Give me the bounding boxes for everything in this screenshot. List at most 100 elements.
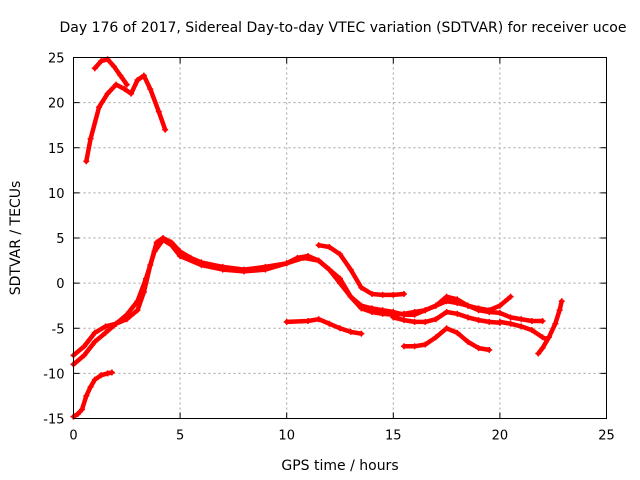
data-point <box>400 311 407 318</box>
data-point <box>326 244 333 251</box>
data-point <box>300 254 307 261</box>
y-tick-label: -10 <box>43 367 64 382</box>
series-layer <box>70 56 565 420</box>
data-point <box>518 323 525 330</box>
data-point <box>111 63 118 70</box>
data-point <box>558 298 565 305</box>
data-point <box>81 352 88 359</box>
data-point <box>347 266 354 273</box>
data-point <box>454 299 461 306</box>
data-point <box>486 307 493 314</box>
data-point <box>507 320 514 327</box>
x-tick-label: 25 <box>598 429 615 444</box>
data-point <box>486 318 493 325</box>
data-point <box>91 376 98 383</box>
x-tick-label: 5 <box>176 429 184 444</box>
data-point <box>87 135 94 142</box>
data-point <box>475 317 482 324</box>
label-layer: 0 5 10 15 20 25 -15 -10 -5 0 5 10 15 20 25 <box>43 52 615 444</box>
data-point <box>91 329 98 336</box>
data-point <box>443 298 450 305</box>
data-point <box>337 251 343 258</box>
data-point <box>241 268 248 275</box>
series-track-2 <box>92 57 130 87</box>
data-point <box>545 334 552 341</box>
data-point <box>552 320 559 327</box>
data-point <box>347 328 354 335</box>
tick-layer <box>73 57 607 419</box>
data-point <box>96 104 103 111</box>
data-point <box>134 77 141 84</box>
data-point <box>108 369 115 376</box>
data-point <box>83 158 90 165</box>
data-point <box>98 372 105 379</box>
data-point <box>168 242 175 249</box>
data-point <box>337 325 343 332</box>
data-point <box>507 293 514 300</box>
data-point <box>358 302 365 309</box>
data-point <box>83 392 90 399</box>
data-point <box>326 266 333 273</box>
data-point <box>443 309 450 316</box>
data-point <box>113 320 120 327</box>
data-point <box>475 305 482 312</box>
data-point <box>98 58 105 65</box>
data-point <box>337 280 343 287</box>
data-point <box>102 323 109 330</box>
data-point <box>151 248 158 255</box>
data-point <box>539 334 546 341</box>
data-point <box>496 318 503 325</box>
data-point <box>518 316 525 323</box>
data-point <box>464 314 471 321</box>
y-tick-label: 20 <box>48 97 65 112</box>
y-tick-label: 25 <box>48 52 65 67</box>
data-point <box>315 316 322 323</box>
data-point <box>104 370 111 377</box>
data-point <box>140 72 147 79</box>
x-axis-title: GPS time / hours <box>281 458 398 474</box>
data-point <box>134 307 141 314</box>
data-point <box>496 309 503 316</box>
x-tick-label: 20 <box>492 429 509 444</box>
series-track-9 <box>497 319 550 342</box>
data-point <box>117 72 124 79</box>
data-point <box>454 329 461 336</box>
data-point <box>91 65 98 72</box>
data-point <box>432 334 439 341</box>
data-point <box>368 305 375 312</box>
data-point <box>422 341 429 348</box>
data-point <box>454 310 461 317</box>
grid-layer <box>73 57 607 419</box>
data-point <box>422 307 429 314</box>
data-point <box>539 345 546 352</box>
data-point <box>379 291 386 298</box>
data-point <box>162 126 169 133</box>
data-point <box>464 302 471 309</box>
data-point <box>358 330 365 337</box>
data-point <box>87 383 94 390</box>
data-point <box>347 293 354 300</box>
x-tick-label: 0 <box>69 429 77 444</box>
data-point <box>315 257 322 264</box>
data-point <box>390 314 397 321</box>
x-tick-label: 15 <box>385 429 402 444</box>
data-point <box>400 343 407 350</box>
data-point <box>79 406 86 413</box>
data-point <box>123 81 130 88</box>
data-point <box>128 90 135 97</box>
data-point <box>91 338 98 345</box>
x-tick-label: 10 <box>278 429 295 444</box>
data-point <box>283 260 290 267</box>
data-point <box>400 317 407 324</box>
data-point <box>411 318 418 325</box>
data-point <box>422 318 429 325</box>
chart-title: Day 176 of 2017, Sidereal Day-to-day VTE… <box>60 20 627 36</box>
data-point <box>123 311 130 318</box>
data-point <box>535 350 542 357</box>
data-point <box>142 275 149 282</box>
data-point <box>160 236 167 243</box>
data-point <box>528 318 535 325</box>
data-point <box>507 314 514 321</box>
data-point <box>486 346 493 353</box>
